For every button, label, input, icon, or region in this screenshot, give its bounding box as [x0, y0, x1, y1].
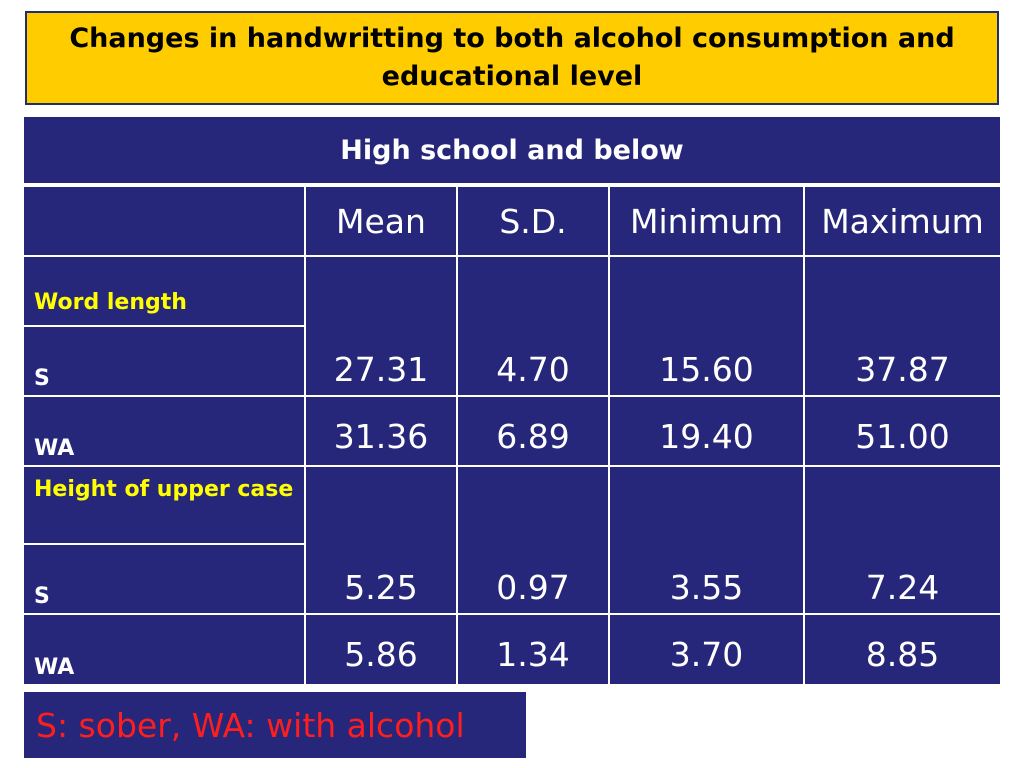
row-label-word-length-wa: WA	[24, 397, 304, 465]
word-length-s-maximum: 37.87	[805, 257, 1000, 395]
slide-title-box: Changes in handwritting to both alcohol …	[25, 11, 999, 105]
column-header-maximum: Maximum	[805, 187, 1000, 255]
legend-text: S: sober, WA: with alcohol	[36, 705, 465, 745]
slide-title: Changes in handwritting to both alcohol …	[69, 23, 955, 92]
group-label-word-length: Word length	[24, 257, 304, 325]
height-wa-mean: 5.86	[306, 615, 456, 684]
row-label-height-s: S	[24, 545, 304, 613]
column-header-minimum: Minimum	[610, 187, 803, 255]
height-s-minimum: 3.55	[610, 467, 803, 613]
column-header-sd: S.D.	[458, 187, 608, 255]
column-header-mean: Mean	[306, 187, 456, 255]
table-header: High school and below	[24, 117, 1000, 183]
height-s-mean: 5.25	[306, 467, 456, 613]
word-length-wa-mean: 31.36	[306, 397, 456, 465]
group-label-height-of-upper-case: Height of upper case	[24, 467, 304, 543]
legend-box: S: sober, WA: with alcohol	[24, 692, 526, 758]
word-length-wa-minimum: 19.40	[610, 397, 803, 465]
word-length-wa-sd: 6.89	[458, 397, 608, 465]
word-length-s-mean: 27.31	[306, 257, 456, 395]
stats-table: High school and below Mean S.D. Minimum …	[24, 117, 1000, 684]
height-s-maximum: 7.24	[805, 467, 1000, 613]
row-label-height-wa: WA	[24, 615, 304, 684]
height-wa-maximum: 8.85	[805, 615, 1000, 684]
word-length-s-sd: 4.70	[458, 257, 608, 395]
height-wa-sd: 1.34	[458, 615, 608, 684]
word-length-wa-maximum: 51.00	[805, 397, 1000, 465]
height-wa-minimum: 3.70	[610, 615, 803, 684]
row-label-word-length-s: S	[24, 327, 304, 395]
corner-cell	[24, 187, 304, 255]
height-s-sd: 0.97	[458, 467, 608, 613]
word-length-s-minimum: 15.60	[610, 257, 803, 395]
